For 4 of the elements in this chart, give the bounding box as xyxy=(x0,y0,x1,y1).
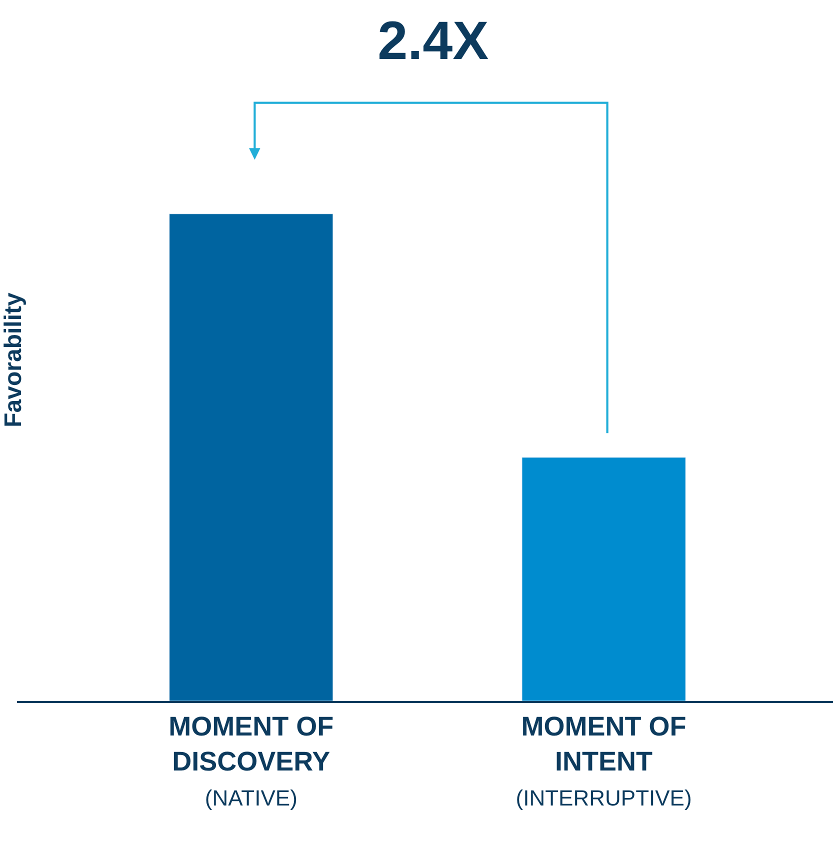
x-tick-label: MOMENT OF DISCOVERY (NATIVE) xyxy=(168,711,334,811)
x-tick-label: MOMENT OF INTENT (INTERRUPTIVE) xyxy=(516,711,692,811)
y-axis-title: Favorability xyxy=(0,292,27,428)
chart-title: 2.4X xyxy=(378,10,489,71)
